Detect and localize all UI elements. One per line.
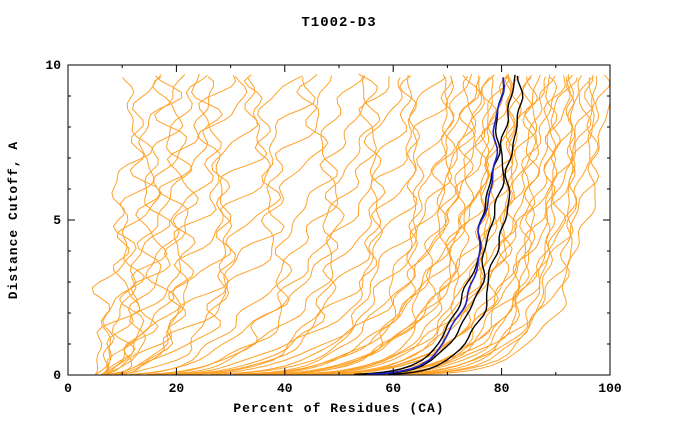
curve-predictions-other-models <box>259 77 481 375</box>
curve-predictions-other-models <box>213 76 456 375</box>
x-tick-label: 100 <box>598 381 622 396</box>
curve-predictions-other-models <box>298 76 538 375</box>
curve-predictions-other-models <box>159 77 403 375</box>
x-tick-label: 40 <box>277 381 293 396</box>
x-tick-label: 80 <box>494 381 510 396</box>
curve-predictions-other-models <box>135 76 364 375</box>
curve-predictions-other-models <box>288 74 510 375</box>
curve-predictions-other-models <box>102 74 162 375</box>
curve-predictions-other-models <box>378 74 595 375</box>
curve-predictions-other-models <box>322 77 538 375</box>
curve-predictions-other-models <box>118 75 332 375</box>
curve-predictions-other-models <box>102 74 188 375</box>
curve-predictions-other-models <box>259 76 497 375</box>
ticks-layer <box>67 64 611 376</box>
curves-layer <box>91 73 610 375</box>
curve-predictions-other-models <box>108 74 268 375</box>
curve-predictions-other-models <box>320 74 541 375</box>
x-tick-label: 20 <box>169 381 185 396</box>
curve-predictions-other-models <box>417 74 610 375</box>
curve-predictions-other-models <box>114 76 316 375</box>
y-tick-label: 5 <box>53 213 61 228</box>
tick-labels-layer: 0 20 40 60 80 100 0 5 10 <box>45 58 622 396</box>
curve-predictions-other-models <box>101 74 237 375</box>
curve-predictions-other-models <box>368 75 594 375</box>
y-axis-label: Distance Cutoff, A <box>6 141 21 299</box>
curve-predictions-other-models <box>146 76 390 375</box>
curve-predictions-other-models <box>296 76 516 375</box>
curve-predictions-other-models <box>123 75 303 375</box>
curve-predictions-other-models <box>185 74 449 375</box>
curve-predictions-other-models <box>181 76 447 375</box>
curve-predictions-other-models <box>240 75 483 375</box>
x-tick-label: 60 <box>385 381 401 396</box>
curve-predictions-other-models <box>352 77 578 375</box>
y-tick-label: 0 <box>53 368 61 383</box>
curve-predictions-other-models <box>247 74 495 375</box>
curve-predictions-other-models <box>355 74 558 375</box>
curve-predictions-highlighted-models <box>387 75 524 375</box>
curve-predictions-other-models <box>318 74 532 375</box>
curve-predictions-other-models <box>210 75 481 375</box>
curve-prediction-best-model <box>368 77 506 375</box>
curve-predictions-other-models <box>241 75 477 375</box>
curve-predictions-other-models <box>94 75 183 375</box>
curve-predictions-other-models <box>232 73 473 375</box>
curve-predictions-other-models <box>129 73 378 375</box>
curve-predictions-other-models <box>104 77 258 375</box>
curve-predictions-other-models <box>284 73 516 375</box>
curve-predictions-other-models <box>357 75 592 375</box>
curve-predictions-other-models <box>366 76 571 375</box>
curve-predictions-highlighted-models <box>371 74 516 375</box>
curve-predictions-other-models <box>115 75 248 375</box>
curve-predictions-other-models <box>343 75 566 375</box>
curve-predictions-other-models <box>107 74 320 375</box>
curve-predictions-other-models <box>266 75 512 375</box>
curve-predictions-other-models <box>101 75 208 375</box>
x-tick-label: 0 <box>64 381 72 396</box>
x-axis-label: Percent of Residues (CA) <box>233 401 444 416</box>
curve-predictions-other-models <box>100 73 223 375</box>
curve-predictions-other-models <box>270 73 509 375</box>
curve-predictions-other-models <box>170 74 413 375</box>
y-tick-label: 10 <box>45 58 61 73</box>
curve-predictions-other-models <box>320 76 558 375</box>
curve-predictions-other-models <box>175 75 417 375</box>
curve-predictions-other-models <box>105 76 184 375</box>
curve-predictions-other-models <box>91 77 154 375</box>
chart-title: T1002-D3 <box>301 15 376 31</box>
curve-predictions-other-models <box>398 77 610 375</box>
